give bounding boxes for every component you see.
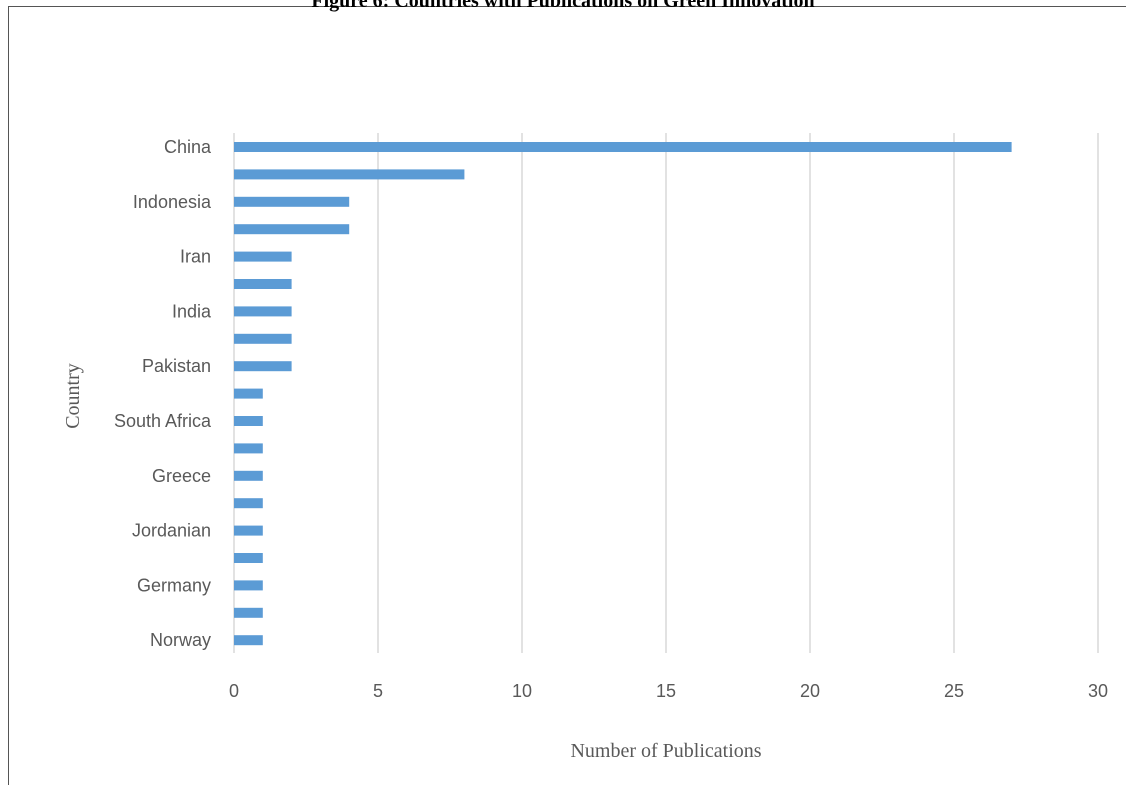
y-category-label: China xyxy=(164,137,212,157)
bar-8 xyxy=(234,361,292,372)
gridlines xyxy=(233,133,1099,653)
bar-6 xyxy=(234,306,292,317)
x-axis-tick-labels: 0 5 10 15 20 25 30 xyxy=(229,681,1108,701)
x-tick-label: 30 xyxy=(1088,681,1108,701)
x-tick-label: 10 xyxy=(512,681,532,701)
y-category-label: Indonesia xyxy=(133,192,212,212)
bar-10 xyxy=(234,416,263,426)
bar-14 xyxy=(234,525,263,536)
bar-7 xyxy=(234,333,292,344)
bar-11 xyxy=(234,443,263,454)
bar-1 xyxy=(234,169,465,180)
bar-17 xyxy=(234,607,263,618)
y-category-label: India xyxy=(172,301,212,321)
bar-12 xyxy=(234,470,263,481)
y-axis-title: Country xyxy=(62,363,84,429)
figure-frame-left-border xyxy=(8,6,9,785)
y-category-label: South Africa xyxy=(114,411,212,431)
x-tick-label: 25 xyxy=(944,681,964,701)
bar-18 xyxy=(234,635,263,646)
bar-3 xyxy=(234,224,350,235)
bar-2 xyxy=(234,196,350,207)
figure-title: Figure 6: Countries with Publications on… xyxy=(311,0,815,12)
bar-13 xyxy=(234,498,263,509)
x-tick-label: 0 xyxy=(229,681,239,701)
bar-5 xyxy=(234,279,292,289)
figure-frame-top-border xyxy=(8,6,1126,7)
bar-16 xyxy=(234,580,263,591)
y-category-label: Greece xyxy=(152,466,211,486)
x-tick-label: 20 xyxy=(800,681,820,701)
y-category-label: Pakistan xyxy=(142,356,211,376)
x-axis-title: Number of Publications xyxy=(570,740,761,762)
bar-4 xyxy=(234,251,292,262)
bars xyxy=(234,142,1012,646)
bar-0 xyxy=(234,142,1012,152)
x-tick-label: 5 xyxy=(373,681,383,701)
y-category-label: Norway xyxy=(150,630,211,650)
y-category-label: Jordanian xyxy=(132,521,211,541)
bar-15 xyxy=(234,553,263,563)
y-category-label: Iran xyxy=(180,247,211,267)
y-category-label: Germany xyxy=(137,575,211,595)
bar-9 xyxy=(234,388,263,399)
x-tick-label: 15 xyxy=(656,681,676,701)
y-axis-category-labels: China Indonesia Iran India Pakistan South Afr… xyxy=(114,137,212,650)
